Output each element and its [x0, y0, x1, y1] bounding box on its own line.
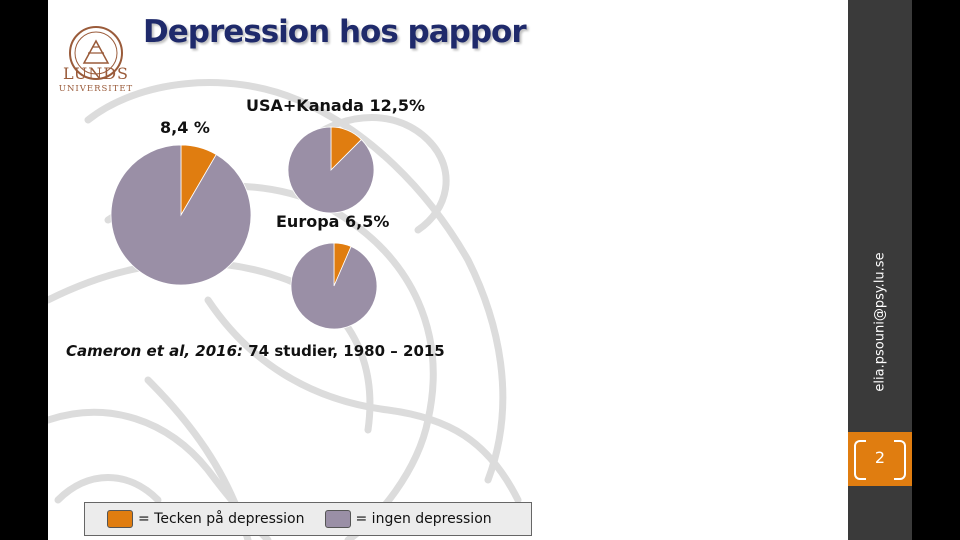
bracket-left: [854, 440, 866, 480]
pie-slice-none: [110, 144, 252, 286]
citation: Cameron et al, 2016: 74 studier, 1980 – …: [66, 342, 445, 360]
pie-chart-europa: [290, 242, 378, 330]
page-number: 2: [874, 448, 886, 467]
pie-chart-usa-kanada: [287, 126, 375, 214]
pie-label-usa-kanada: USA+Kanada 12,5%: [246, 96, 426, 115]
logo-text-universitet: UNIVERSITET: [58, 84, 134, 94]
background-sketch: [48, 79, 522, 540]
bracket-right: [894, 440, 906, 480]
legend-label-depression: = Tecken på depression: [138, 511, 305, 527]
legend: = Tecken på depression = ingen depressio…: [84, 502, 532, 536]
page-number-box: 2: [848, 432, 912, 486]
pie-slice-none: [287, 126, 375, 214]
pie-chart-total: [110, 144, 252, 286]
legend-swatch-depression: [107, 510, 133, 528]
logo-text-lunds: LUNDS: [62, 64, 130, 83]
citation-author: Cameron et al, 2016:: [66, 342, 244, 360]
citation-details: 74 studier, 1980 – 2015: [243, 342, 445, 360]
legend-item-none: = ingen depression: [324, 510, 492, 528]
slide-title: Depression hos pappor: [143, 14, 527, 50]
slide: LUNDS UNIVERSITET Depression hos pappor …: [48, 0, 848, 540]
pie-slice-none: [290, 242, 378, 330]
pie-label-total: 8,4 %: [160, 118, 210, 137]
email-address: elia.psouni@psy.lu.se: [872, 252, 888, 392]
university-seal: [69, 26, 123, 80]
legend-item-depression: = Tecken på depression: [107, 510, 305, 528]
legend-swatch-none: [324, 510, 351, 528]
pie-label-europa: Europa 6,5%: [276, 212, 390, 231]
legend-label-none: = ingen depression: [355, 511, 492, 527]
